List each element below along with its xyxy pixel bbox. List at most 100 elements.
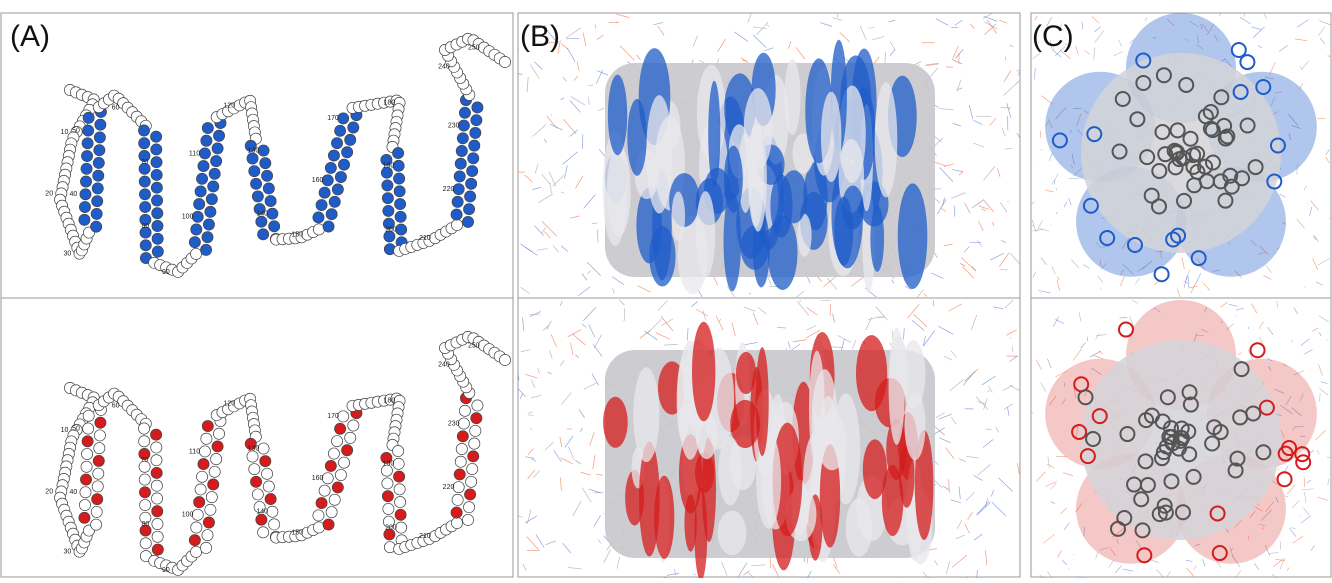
residue [209, 466, 220, 477]
residue [457, 133, 468, 144]
residue [313, 212, 324, 223]
residue-number: 110 [189, 150, 200, 157]
residue [92, 196, 103, 207]
residue [382, 193, 393, 204]
residue-number: 210 [419, 235, 431, 242]
helix [718, 511, 747, 556]
residue [394, 186, 405, 197]
residue [212, 441, 223, 452]
residue [313, 510, 324, 521]
residue-number: 160 [312, 475, 324, 482]
residue [396, 522, 407, 533]
residue [209, 168, 220, 179]
residue-number: 190 [383, 461, 395, 468]
helix [724, 146, 743, 213]
residue-number: 50 [72, 127, 80, 134]
residue-number: 140 [256, 509, 268, 516]
residue [338, 411, 349, 422]
residue [393, 147, 404, 158]
residue [456, 443, 467, 454]
helix [607, 146, 631, 237]
helix [608, 75, 627, 156]
lipid [1021, 214, 1032, 221]
residue [247, 153, 258, 164]
lipid [1074, 554, 1075, 555]
residue [200, 542, 211, 553]
residue [194, 199, 205, 210]
residue [203, 219, 214, 230]
residue [467, 463, 478, 474]
residue-number: 200 [385, 524, 397, 531]
residue [91, 519, 102, 530]
residue-number: 10 [61, 129, 69, 136]
residue [382, 180, 393, 191]
residue [198, 160, 209, 171]
residue [200, 244, 211, 255]
residue [152, 220, 163, 231]
residue [213, 130, 224, 141]
residue-number: 180 [384, 100, 396, 107]
residue [152, 246, 163, 257]
residue [267, 208, 278, 219]
helix [633, 367, 659, 462]
residue-number: 170 [327, 115, 339, 122]
residue [205, 206, 216, 217]
residue [393, 160, 404, 171]
residue [265, 195, 276, 206]
residue [260, 456, 271, 467]
residue [252, 489, 263, 500]
residue [151, 144, 162, 155]
residue [338, 159, 349, 170]
residue [152, 506, 163, 517]
residue [190, 546, 201, 557]
residue [471, 115, 482, 126]
residue [151, 493, 162, 504]
residue-number: 70 [140, 457, 148, 464]
residue [331, 436, 342, 447]
residue [342, 445, 353, 456]
residue [395, 509, 406, 520]
helix [875, 82, 898, 197]
residue-number: 240 [438, 362, 450, 369]
panel-label: (A) [10, 20, 50, 53]
residue-number: 20 [45, 488, 53, 495]
residue [256, 514, 267, 525]
residue [94, 443, 105, 454]
residue [395, 211, 406, 222]
residue [331, 138, 342, 149]
residue [140, 499, 151, 510]
residue [208, 181, 219, 192]
residue [195, 484, 206, 495]
residue [151, 429, 162, 440]
residue-number: 90 [162, 567, 170, 574]
residue [468, 451, 479, 462]
residue [348, 420, 359, 431]
residue [263, 183, 274, 194]
residue-number: 220 [443, 484, 455, 491]
residue [499, 354, 510, 365]
residue [458, 418, 469, 429]
residue-number: 160 [312, 177, 324, 184]
residue-number: 30 [64, 549, 72, 556]
residue [94, 430, 105, 441]
residue-number: 250 [468, 44, 480, 51]
residue-number: 180 [384, 398, 396, 405]
residue-number: 230 [448, 122, 460, 129]
residue-number: 10 [61, 427, 69, 434]
helix [718, 437, 741, 506]
residue [151, 480, 162, 491]
residue [328, 448, 339, 459]
residue [394, 484, 405, 495]
residue-number: 50 [72, 425, 80, 432]
residue [250, 476, 261, 487]
residue-number: 240 [438, 64, 450, 71]
helix [889, 328, 905, 445]
residue [206, 492, 217, 503]
residue [151, 455, 162, 466]
residue [455, 456, 466, 467]
residue-number: 250 [468, 342, 480, 349]
residue-number: 200 [385, 226, 397, 233]
residue [451, 209, 462, 220]
residue [451, 507, 462, 518]
residue-number: 80 [141, 521, 149, 528]
